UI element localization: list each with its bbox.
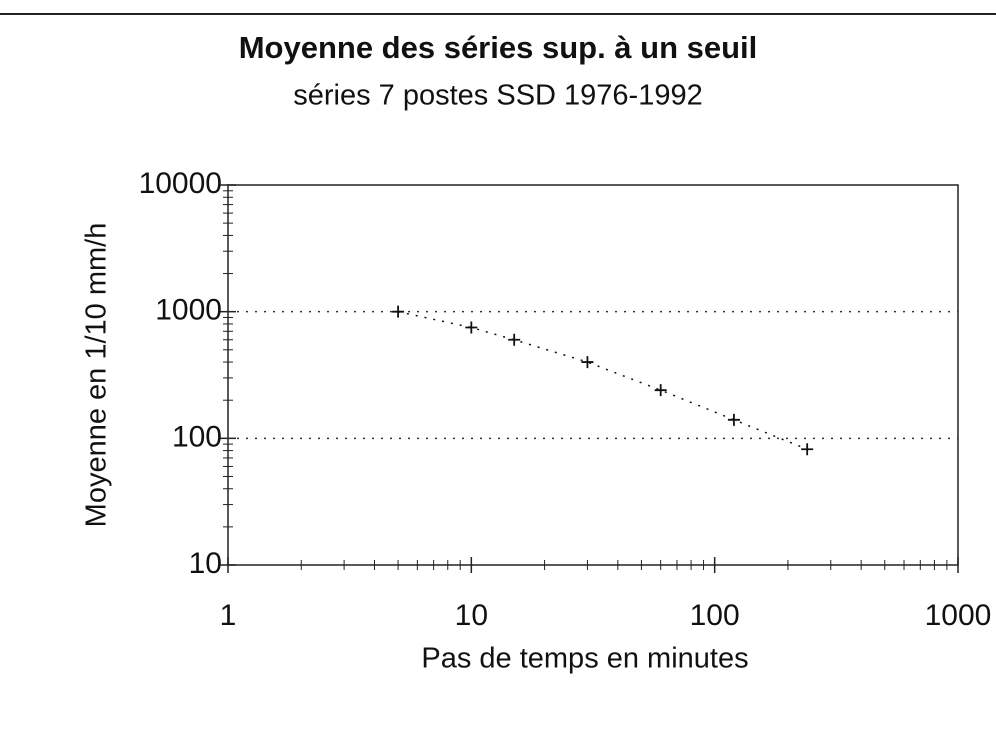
y-axis-label: Moyenne en 1/10 mm/h [81, 223, 113, 528]
x-axis-label: Pas de temps en minutes [421, 643, 748, 675]
x-tick-label: 1 [220, 599, 237, 632]
y-tick-label: 10000 [139, 167, 222, 200]
point [727, 413, 740, 426]
point [392, 305, 405, 318]
y-tick-label: 1000 [155, 294, 222, 327]
point [508, 333, 521, 346]
chart-title: Moyenne des séries sup. à un seuil [239, 30, 758, 65]
x-tick-label: 10 [455, 599, 488, 632]
x-tick-label: 100 [690, 599, 740, 632]
point [801, 443, 814, 456]
y-tick-label: 100 [172, 420, 222, 453]
trend-line [397, 310, 808, 450]
point [581, 356, 594, 369]
point [465, 321, 478, 334]
y-tick-label: 10 [189, 547, 222, 580]
x-tick-label: 1000 [925, 599, 992, 632]
point [654, 384, 667, 397]
chart-subtitle: séries 7 postes SSD 1976-1992 [293, 80, 702, 112]
plot-frame [227, 184, 959, 566]
